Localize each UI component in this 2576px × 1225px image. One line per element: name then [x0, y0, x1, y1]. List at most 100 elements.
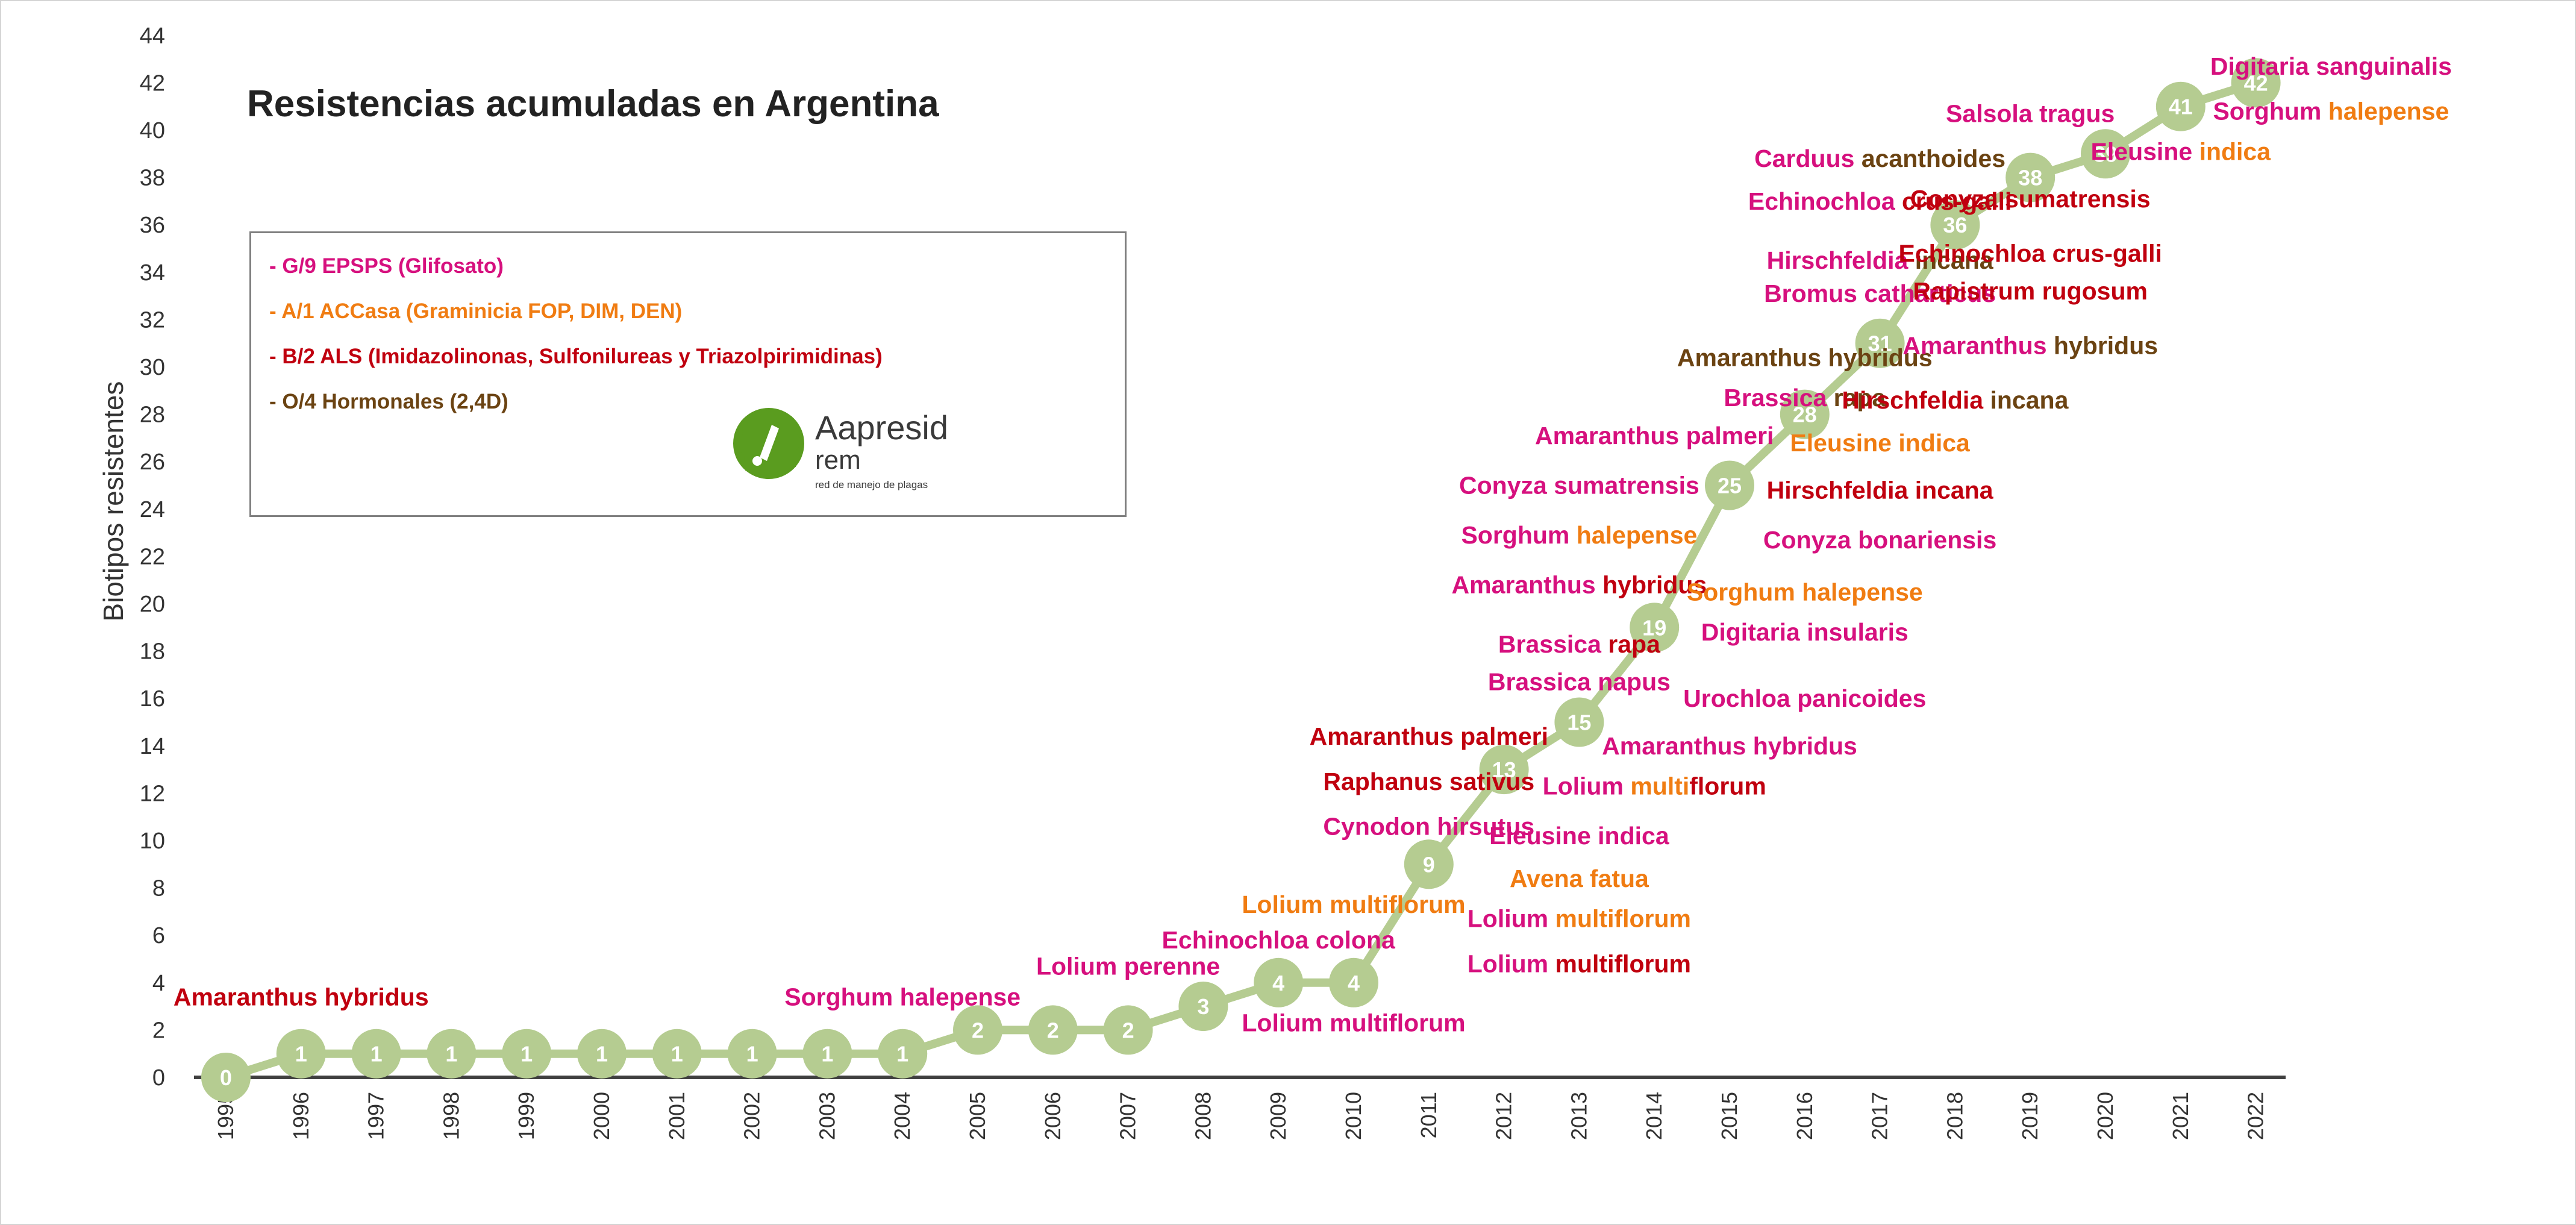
annotation-part: Avena fatua	[1510, 865, 1649, 892]
species-annotation: Amaranthus hybridus	[1602, 732, 1857, 760]
species-annotation: Conyza bonariensis	[1763, 526, 1996, 554]
data-point	[1404, 839, 1454, 889]
data-point	[2231, 58, 2281, 108]
annotation-part: Sorghum	[2213, 98, 2328, 125]
x-tick-label: 2014	[1642, 1092, 1666, 1140]
species-annotation: Amaranthus hybridus	[1677, 343, 1933, 371]
data-point	[351, 1029, 401, 1079]
y-tick-labels: 0246810121416182022242628303234363840424…	[140, 23, 165, 1091]
species-annotation: Sorghum halepense	[784, 983, 1021, 1010]
annotation-part: Amaranthus hybridus	[1677, 343, 1933, 371]
x-tick-label: 1996	[289, 1092, 313, 1140]
annotation-part: Lolium	[1468, 905, 1555, 933]
annotation-part: florum	[1689, 772, 1766, 800]
data-point	[1479, 745, 1529, 795]
species-annotation: Amaranthus hybridus	[174, 983, 429, 1010]
annotation-part: Amaranthus palmeri	[1535, 422, 1774, 450]
y-tick-label: 28	[140, 403, 165, 428]
annotation-part: Conyza bonariensis	[1763, 526, 1996, 554]
data-point	[577, 1029, 627, 1079]
annotation-part: Raphanus sativus	[1323, 768, 1534, 795]
species-annotation: Sorghum halepense	[1687, 578, 1923, 606]
y-tick-label: 18	[140, 639, 165, 665]
annotation-part: rapa	[1608, 630, 1661, 658]
annotation-part: Brassica	[1498, 630, 1608, 658]
annotation-part: Amaranthus hybridus	[174, 983, 429, 1010]
data-point	[2005, 152, 2055, 202]
annotation-part: multi	[1630, 772, 1689, 800]
annotation-part: halepense	[2328, 98, 2449, 125]
y-tick-label: 8	[152, 876, 165, 901]
annotation-part: Hirschfeldia	[1842, 386, 1990, 414]
species-annotation: Urochloa panicoides	[1683, 685, 1926, 712]
x-tick-label: 1999	[514, 1092, 539, 1140]
species-annotation: Eleusine indica	[1489, 822, 1670, 850]
y-tick-label: 4	[152, 971, 165, 996]
y-tick-label: 44	[140, 23, 165, 49]
species-annotation: Brassica rapa	[1498, 630, 1661, 658]
y-tick-label: 10	[140, 829, 165, 854]
y-axis-label-group: Biotipos resistentes	[98, 381, 129, 622]
data-label: 0	[220, 1065, 232, 1090]
data-point	[201, 1053, 251, 1102]
x-tick-label: 2017	[1868, 1092, 1892, 1140]
legend-item-hormonales: - O/4 Hormonales (2,4D)	[269, 390, 508, 413]
y-tick-label: 32	[140, 307, 165, 333]
y-tick-label: 0	[152, 1065, 165, 1091]
data-label: 4	[1348, 971, 1360, 995]
species-annotation: Eleusine indica	[2091, 137, 2272, 165]
x-tick-label: 2022	[2243, 1092, 2268, 1140]
data-label: 28	[1793, 403, 1817, 427]
species-annotation: Digitaria sanguinalis	[2210, 52, 2452, 80]
legend-item-glifosato: - G/9 EPSPS (Glifosato)	[269, 254, 504, 278]
species-annotation: Bromus catharticus	[1764, 280, 1996, 307]
data-point	[1028, 1005, 1078, 1055]
annotation-part: Amaranthus	[1452, 571, 1603, 599]
data-point	[1780, 389, 1830, 439]
annotation-part: Conyza sumatrensis	[1459, 472, 1699, 500]
legend-item-accasa: - A/1 ACCasa (Graminicia FOP, DIM, DEN)	[269, 299, 683, 323]
x-tick-label: 2007	[1116, 1092, 1140, 1140]
data-label: 2	[1122, 1018, 1134, 1042]
data-label: 42	[2244, 70, 2268, 95]
y-tick-label: 22	[140, 544, 165, 569]
x-tick-label: 1998	[439, 1092, 463, 1140]
x-tick-label: 2013	[1566, 1092, 1591, 1140]
legend: - G/9 EPSPS (Glifosato) - A/1 ACCasa (Gr…	[249, 231, 1127, 517]
annotation-part: incana	[1915, 246, 1994, 274]
annotation-part: Bromus catharticus	[1764, 280, 1996, 307]
data-point	[276, 1029, 326, 1079]
data-point	[727, 1029, 777, 1079]
annotation-part: hybridus	[1602, 571, 1707, 599]
legend-item-als: - B/2 ALS (Imidazolinonas, Sulfonilureas…	[269, 345, 883, 368]
species-annotation: Echinochloa crus-galli	[1898, 239, 2162, 267]
data-label: 19	[1642, 615, 1666, 640]
annotation-part: Cynodon hirsutus	[1323, 812, 1534, 840]
x-tick-label: 2021	[2168, 1092, 2193, 1140]
data-label: 4	[1272, 971, 1284, 995]
species-annotation: Rapistrum rugosum	[1913, 277, 2148, 305]
annotation-part: multiflorum	[1555, 905, 1691, 933]
data-label: 2	[1047, 1018, 1059, 1042]
annotation-part: Echinochloa colona	[1162, 926, 1396, 954]
data-label: 1	[445, 1042, 457, 1067]
data-point	[2156, 81, 2206, 131]
species-annotation: Brassica rapa	[1724, 384, 1886, 412]
annotation-part: Urochloa panicoides	[1683, 685, 1926, 712]
annotation-part: Sorghum halepense	[1687, 578, 1923, 606]
data-label: 1	[821, 1042, 833, 1067]
data-label: 41	[2169, 95, 2193, 119]
species-annotation: Digitaria insularis	[1701, 618, 1909, 646]
data-point	[1103, 1005, 1153, 1055]
species-annotation: Lolium multiflorum	[1242, 1009, 1465, 1037]
data-label: 15	[1567, 710, 1591, 735]
data-point	[1930, 200, 1980, 250]
x-tick-label: 2020	[2093, 1092, 2118, 1140]
species-annotation: Salsola tragus	[1946, 99, 2115, 127]
y-tick-label: 38	[140, 166, 165, 191]
x-tick-labels: 1995 1996 1997 1998 1999 2000 2001 2002 2003 2004…	[213, 1092, 2268, 1140]
data-label: 1	[596, 1042, 608, 1067]
annotation-part: hybridus	[2054, 332, 2158, 360]
data-label: 1	[746, 1042, 758, 1067]
